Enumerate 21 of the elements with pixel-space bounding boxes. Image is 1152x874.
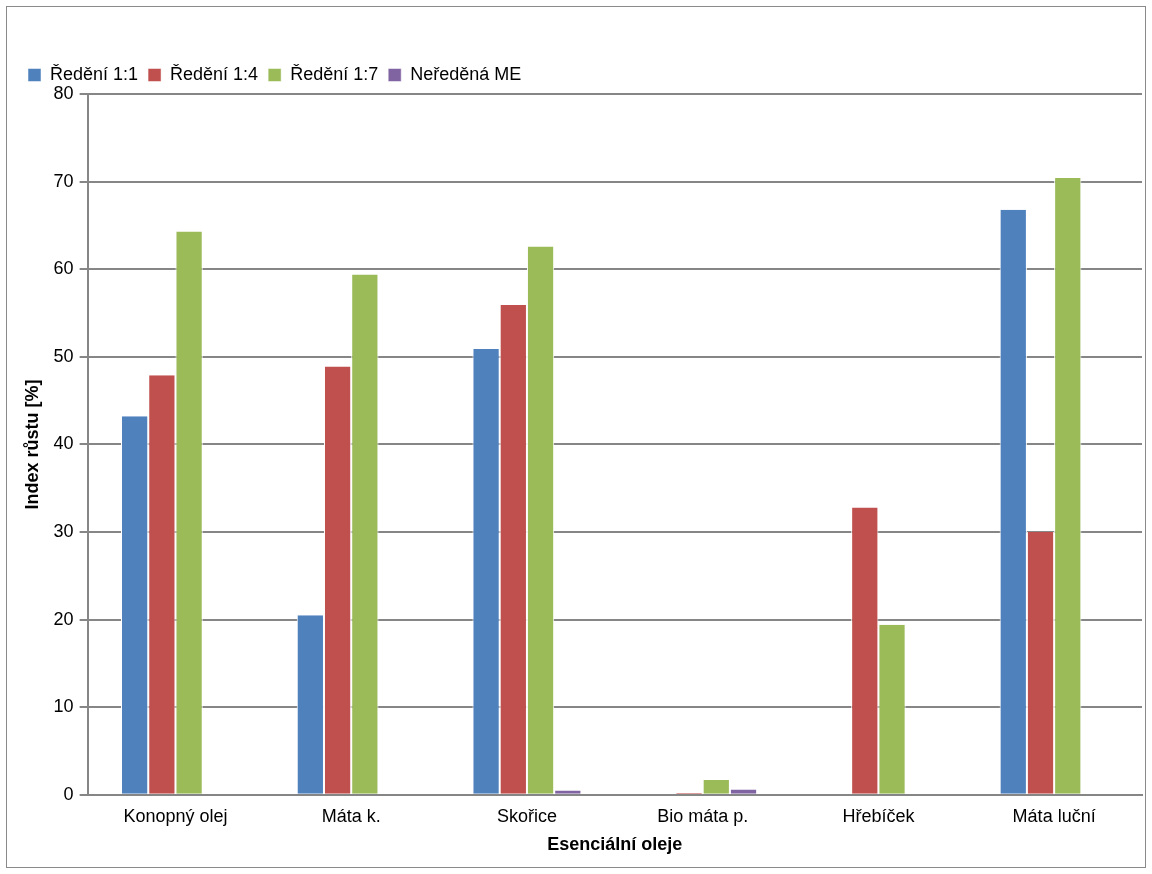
y-tick-label: 20: [53, 608, 74, 629]
x-tick-label: Bio máta p.: [657, 805, 749, 826]
x-tick-label: Máta k.: [321, 805, 381, 826]
x-tick-label: Hřebíček: [842, 805, 916, 826]
x-tick-label: Máta luční: [1012, 805, 1096, 826]
y-tick-label: 50: [53, 345, 74, 366]
y-tick-label: 10: [53, 696, 74, 717]
y-tick-label: 0: [63, 783, 74, 804]
y-tick-label: 60: [53, 258, 74, 279]
legend-label: Ředění 1:1: [50, 63, 139, 84]
y-tick-label: 80: [53, 82, 74, 103]
x-tick-label: Konopný olej: [123, 805, 228, 826]
legend-label: Ředění 1:7: [290, 63, 379, 84]
y-tick-label: 30: [53, 520, 74, 541]
y-tick-label: 40: [53, 433, 74, 454]
legend-label: Neředěná ME: [410, 63, 522, 84]
x-tick-label: Skořice: [496, 805, 557, 826]
legend-label: Ředění 1:4: [170, 63, 259, 84]
y-axis-title: Index růstu [%]: [21, 379, 42, 510]
y-tick-label: 70: [53, 170, 74, 191]
x-axis-title: Esenciální oleje: [547, 834, 683, 855]
